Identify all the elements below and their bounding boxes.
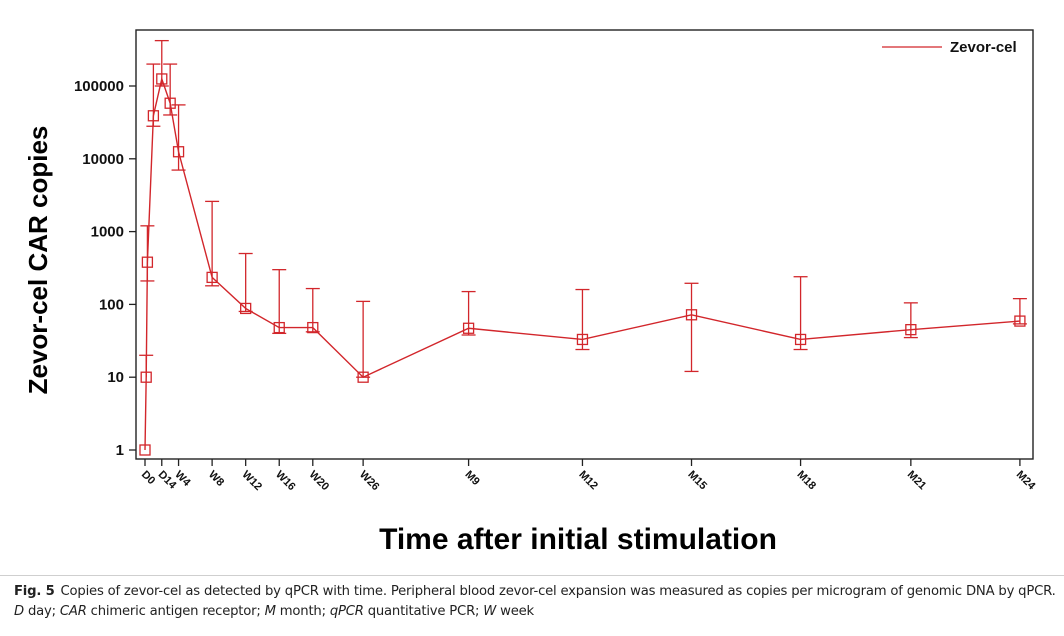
data-point-marker	[576, 333, 589, 346]
data-point-marker	[140, 371, 152, 383]
abbr-def-d: day;	[23, 604, 60, 619]
plot-frame	[135, 29, 1034, 460]
abbr-term-d: D	[14, 604, 24, 619]
abbr-term-qpcr: qPCR	[329, 604, 364, 619]
abbr-def-car: chimeric antigen receptor;	[86, 604, 265, 619]
data-point-marker	[905, 323, 917, 336]
data-point-marker	[141, 256, 154, 268]
legend: Zevor-cel	[800, 31, 1017, 56]
x-tick-label: W4	[172, 469, 193, 490]
x-tick-label: D0	[139, 469, 157, 487]
x-axis-title: Time after initial stimulation	[379, 523, 777, 556]
y-tick-label: 100000	[74, 78, 124, 95]
y-tick-label: 1000	[91, 224, 124, 241]
caption-divider	[0, 575, 1064, 576]
data-point-marker	[794, 333, 807, 346]
x-tick-label: D14	[156, 469, 179, 492]
data-point-marker	[1014, 315, 1026, 327]
x-tick-label: W16	[273, 469, 297, 493]
data-point-marker	[164, 97, 176, 109]
abbr-term-m: M	[264, 604, 276, 619]
abbr-def-w: week	[496, 604, 534, 619]
y-tick-label: 100	[99, 296, 124, 313]
data-point-marker	[206, 271, 218, 284]
data-point-marker	[685, 309, 698, 321]
y-tick-label: 10000	[82, 151, 124, 168]
data-point-marker	[147, 110, 160, 122]
legend-label: Zevor-cel	[950, 39, 1017, 56]
data-point-marker	[156, 73, 168, 85]
data-point-marker	[307, 321, 319, 334]
x-tick-label: M15	[685, 469, 709, 493]
x-tick-label: W8	[206, 469, 226, 489]
caption-text: Copies of zevor-cel as detected by qPCR …	[60, 584, 1056, 599]
y-axis-title: Zevor-cel CAR copies	[23, 126, 53, 395]
x-tick-label: M21	[905, 469, 929, 493]
y-tick-label: 10	[107, 369, 124, 386]
data-point-marker	[240, 302, 252, 315]
x-tick-label: M12	[576, 469, 600, 493]
x-tick-label: W12	[240, 469, 264, 493]
abbr-def-qpcr: quantitative PCR;	[363, 604, 484, 619]
x-tick-label: M9	[462, 469, 481, 488]
series-zevor-cel	[139, 39, 1027, 456]
x-tick-label: W26	[357, 469, 381, 493]
data-point-marker	[462, 322, 475, 334]
data-point-marker	[139, 444, 151, 456]
x-tick-label: M24	[1014, 469, 1038, 493]
legend-box	[800, 31, 801, 32]
data-point-marker	[273, 321, 285, 334]
series-line	[144, 76, 1020, 451]
data-point-marker	[172, 146, 185, 158]
data-point-marker	[357, 371, 369, 383]
x-tick-label: W20	[307, 469, 331, 493]
abbr-term-car: CAR	[59, 604, 87, 619]
figure-caption: Fig. 5 Copies of zevor-cel as detected by…	[14, 582, 1059, 622]
abbr-def-m: month;	[275, 604, 330, 619]
y-tick-label: 1	[116, 442, 124, 459]
abbr-term-w: W	[483, 604, 497, 619]
figure-label: Fig. 5	[14, 584, 55, 599]
x-tick-label: M18	[794, 469, 818, 493]
